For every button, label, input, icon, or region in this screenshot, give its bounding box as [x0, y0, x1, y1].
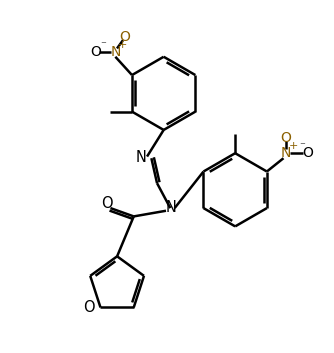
- Text: N: N: [281, 145, 291, 160]
- Text: +: +: [289, 141, 298, 151]
- Text: O: O: [83, 300, 95, 315]
- Text: O: O: [119, 30, 130, 44]
- Text: N: N: [136, 150, 147, 165]
- Text: O: O: [281, 131, 292, 145]
- Text: O: O: [302, 145, 313, 160]
- Text: +: +: [117, 40, 127, 50]
- Text: ⁻: ⁻: [100, 40, 106, 50]
- Text: N: N: [166, 200, 176, 215]
- Text: O: O: [90, 45, 101, 59]
- Text: N: N: [110, 45, 121, 59]
- Text: O: O: [101, 196, 112, 211]
- Text: ⁻: ⁻: [299, 141, 305, 151]
